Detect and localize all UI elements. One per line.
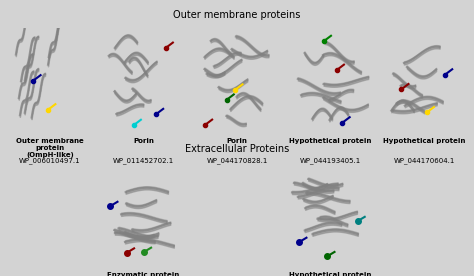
Text: WP_044193405.1: WP_044193405.1 — [300, 157, 361, 164]
Text: Extracellular Proteins: Extracellular Proteins — [185, 144, 289, 154]
Text: WP_044170604.1: WP_044170604.1 — [393, 157, 455, 164]
Text: Hypothetical protein: Hypothetical protein — [290, 272, 372, 276]
Text: WP_011452702.1: WP_011452702.1 — [113, 157, 174, 164]
Text: WP_006010497.1: WP_006010497.1 — [19, 157, 81, 164]
Text: Hypothetical protein: Hypothetical protein — [290, 138, 372, 144]
Text: Porin: Porin — [133, 138, 154, 144]
Text: Enzymatic protein: Enzymatic protein — [107, 272, 180, 276]
Text: Outer membrane protein
(OmpH-like): Outer membrane protein (OmpH-like) — [16, 138, 83, 158]
Text: Porin: Porin — [227, 138, 247, 144]
Text: Outer membrane proteins: Outer membrane proteins — [173, 10, 301, 20]
Text: WP_044170828.1: WP_044170828.1 — [206, 157, 268, 164]
Text: Hypothetical protein: Hypothetical protein — [383, 138, 465, 144]
